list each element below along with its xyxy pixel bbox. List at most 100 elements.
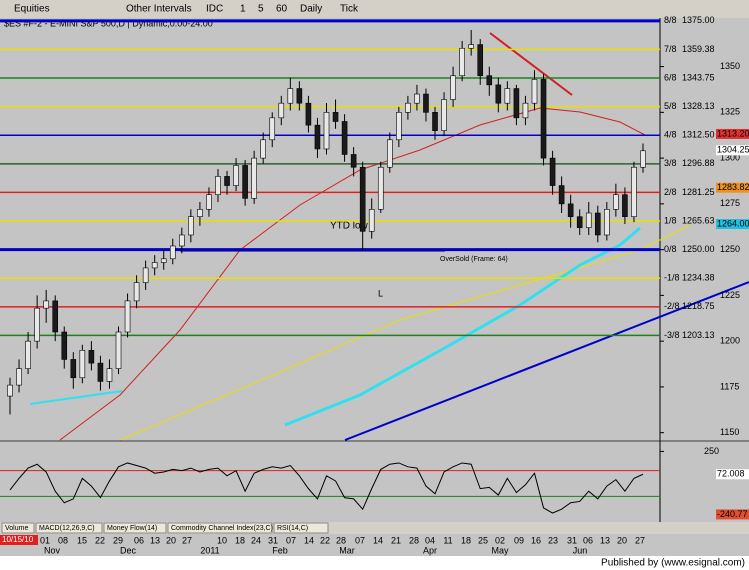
candle-body <box>151 262 158 269</box>
moving-average <box>119 224 691 441</box>
candle-body <box>558 185 565 205</box>
candle-body <box>115 331 122 369</box>
toolbar-item: IDC <box>206 4 223 15</box>
candle-body <box>52 300 59 333</box>
toolbar-item: Tick <box>340 4 359 15</box>
level-label: 1250.00 <box>682 244 715 254</box>
level-label: 1265.63 <box>682 215 715 225</box>
candle-body <box>450 75 456 100</box>
tab <box>273 522 329 534</box>
level-label: 1203.13 <box>682 330 715 340</box>
date-label: 14 <box>304 535 314 545</box>
candle-body <box>576 216 583 228</box>
level-label: 1234.38 <box>682 273 715 283</box>
date-label: 14 <box>373 535 383 545</box>
tab <box>35 522 103 534</box>
candle-body <box>323 112 330 150</box>
indicator-axis <box>660 442 749 522</box>
toolbar-item: 5 <box>258 4 264 15</box>
candle-body <box>106 368 113 382</box>
candle-body <box>215 176 221 196</box>
candle-body <box>61 331 68 360</box>
tab-label: Commodity Channel Index(23,C) <box>171 525 273 532</box>
candle-body <box>414 93 420 104</box>
month-label: Jun <box>573 545 588 555</box>
candle-body <box>305 102 312 126</box>
candle-body <box>468 44 474 49</box>
month-label: Mar <box>339 545 355 555</box>
tab-label: Money Flow(14) <box>107 525 157 532</box>
y-tick-label: 1325 <box>720 107 740 117</box>
candle-body <box>486 75 493 86</box>
level-name: -2/8 <box>664 301 680 311</box>
candle-body <box>477 44 484 77</box>
level-label: 1296.88 <box>682 158 715 168</box>
price-tag-label: 1283.82 <box>717 182 749 192</box>
candle-body <box>359 166 366 232</box>
date-label: 07 <box>286 535 296 545</box>
toolbar-item: 60 <box>276 4 288 15</box>
start-date-box <box>0 535 38 545</box>
date-label: 20 <box>166 535 176 545</box>
date-label: 24 <box>251 535 261 545</box>
month-label: Dec <box>120 545 137 555</box>
candle-body <box>269 117 276 141</box>
y-tick-label: 1200 <box>720 336 740 346</box>
date-label: 21 <box>391 535 401 545</box>
candle-body <box>160 258 167 263</box>
indicator-tag <box>716 469 749 480</box>
candle-body <box>594 212 601 236</box>
candle-body <box>495 84 502 104</box>
date-label: 27 <box>635 535 645 545</box>
start-date: 10/15/10 <box>2 535 34 544</box>
toolbar-items: Equities Other Intervals IDC 1 5 60 Daily Tick <box>14 4 359 15</box>
tab <box>167 522 273 534</box>
level-name: 8/8 <box>664 15 677 25</box>
candle-body <box>278 102 285 119</box>
candle-body <box>79 350 86 379</box>
month-label: Apr <box>423 545 437 555</box>
price-tag <box>716 145 749 156</box>
date-label: 28 <box>409 535 419 545</box>
level-name: 6/8 <box>664 72 677 82</box>
annotation: OverSold (Frame: 64) <box>440 256 508 263</box>
candle-body <box>133 282 140 302</box>
candle-body <box>504 88 511 104</box>
date-label: 06 <box>583 535 593 545</box>
date-label: 10 <box>217 535 227 545</box>
candle-body <box>585 212 592 228</box>
date-label: 23 <box>548 535 558 545</box>
date-label: 22 <box>95 535 105 545</box>
candle-body <box>441 99 447 131</box>
date-label: 08 <box>58 535 68 545</box>
level-name: 7/8 <box>664 44 677 54</box>
tab <box>103 522 167 534</box>
candle-body <box>332 112 339 122</box>
candle-body <box>251 157 257 199</box>
tab-label: MACD(12,26,9,C) <box>39 525 95 532</box>
date-label: 22 <box>320 535 330 545</box>
y-tick-label: 1250 <box>720 244 740 254</box>
candle-body <box>622 194 628 217</box>
candle-body <box>206 194 212 210</box>
date-label: 31 <box>268 535 278 545</box>
indicator-tag-label: 72.008 <box>717 469 745 479</box>
level-name: 4/8 <box>664 130 677 140</box>
candle-body <box>377 166 384 210</box>
month-label: Feb <box>272 545 288 555</box>
candle-body <box>7 384 13 397</box>
date-label: 02 <box>495 535 505 545</box>
level-name: 5/8 <box>664 101 677 111</box>
level-label: 1312.50 <box>682 130 715 140</box>
price-tag-label: 1304.25 <box>717 145 749 155</box>
candle-body <box>396 112 402 141</box>
candle-body <box>25 340 31 369</box>
candle-body <box>287 88 294 104</box>
chart-title: $ES #F-2 - E-MINI S&P 500,D | Dynamic,0.… <box>4 18 213 28</box>
indicator-tag-label: -240.77 <box>717 509 748 519</box>
price-tag-label: 1313.20 <box>717 128 749 138</box>
candle-body <box>567 203 574 217</box>
candle-body <box>142 267 149 283</box>
toolbar-item: Other Intervals <box>126 4 192 15</box>
